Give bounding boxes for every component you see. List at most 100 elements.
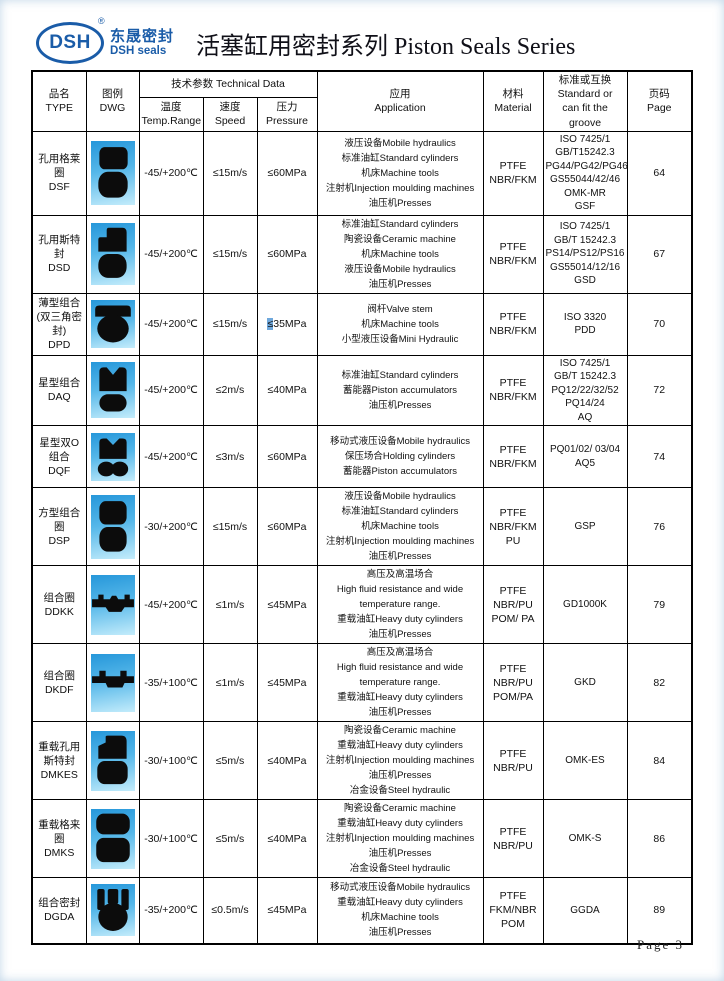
seal-name: 组合圈 <box>43 669 76 682</box>
material-line: PTFE <box>499 584 527 597</box>
dmkes-seal-profile-icon <box>96 735 128 784</box>
standard-line: GB/T15242.3 <box>555 147 615 159</box>
material-line: NBR/FKM <box>489 174 537 187</box>
application-line: 冶金设备Steel hydraulic <box>349 785 451 797</box>
speed-cell: ≤3m/s <box>202 425 258 489</box>
material-line: NBR/FKM <box>489 325 537 338</box>
speed-cell: ≤5m/s <box>202 799 258 879</box>
pressure-value: 35MPa <box>273 318 307 331</box>
standard-line: GSF <box>574 201 596 213</box>
type-cell: 孔用格莱圈 DSF <box>31 130 87 216</box>
page-cell: 72 <box>626 354 693 427</box>
temp-cell: -45/+200℃ <box>138 292 204 356</box>
standard-cell: OMK-ES <box>542 721 628 801</box>
seal-code: DSD <box>48 262 71 275</box>
seal-code: DMKS <box>44 846 75 859</box>
table-row: 孔用斯特封 DSD -45/+200℃ ≤15m/s ≤60MPa 标准油缸Standar… <box>31 214 693 294</box>
application-cell: 陶瓷设备Ceramic machine 重载油缸Heavy duty cylind… <box>316 721 484 801</box>
material-line: NBR/PU <box>493 598 533 611</box>
standard-cell: PQ01/02/ 03/04 AQ5 <box>542 425 628 489</box>
dwg-cell <box>85 130 140 216</box>
pressure-cell: ≤60MPa <box>256 214 318 294</box>
material-line: NBR/PU <box>493 839 533 852</box>
dsp-seal-profile-icon <box>98 500 127 552</box>
col-header-type: 品名 TYPE <box>31 70 87 132</box>
standard-line: PQ14/24 <box>565 398 605 410</box>
speed-cell: ≤2m/s <box>202 354 258 427</box>
col-header-dwg: 图例 DWG <box>85 70 140 132</box>
standard-line: GKD <box>574 676 596 688</box>
material-cell: PTFE NBR/FKM <box>482 292 544 356</box>
material-cell: PTFE NBR/PU POM/ PA <box>482 565 544 645</box>
application-line: 注射机Injection moulding machines <box>325 755 475 767</box>
page-cell: 79 <box>626 565 693 645</box>
type-cell: 组合圈 DDKK <box>31 565 87 645</box>
page-cell: 74 <box>626 425 693 489</box>
application-line: 油压机Presses <box>368 197 432 209</box>
seal-code: DMKES <box>40 768 78 781</box>
seal-name: 方型组合圈 <box>38 506 81 533</box>
application-cell: 移动式液压设备Mobile hydraulics 重载油缸Heavy duty c… <box>316 877 484 945</box>
material-cell: PTFE NBR/PU <box>482 721 544 801</box>
piston-seals-table: 品名 TYPE 图例 DWG 技术参数 Technical Data 应用 Ap… <box>31 70 694 945</box>
material-cell: PTFE NBR/PU POM/PA <box>482 643 544 723</box>
ddkk-seal-profile-icon <box>91 594 134 612</box>
material-line: POM/ PA <box>491 612 535 625</box>
application-line: 重载油缸Heavy duty cylinders <box>337 692 463 704</box>
seal-drawing <box>90 808 135 869</box>
col-header-technical-data: 技术参数 Technical Data <box>138 70 318 98</box>
col-header-standard: 标准或互换 Standard or can fit the groove <box>542 70 628 132</box>
material-line: PTFE <box>499 662 527 675</box>
temp-cell: -45/+200℃ <box>138 425 204 489</box>
logo-text: 东晟密封 DSH seals <box>110 29 174 57</box>
application-line: 液压设备Mobile hydraulics <box>344 491 456 503</box>
material-line: PU <box>505 534 521 547</box>
dwg-cell <box>85 487 140 567</box>
logo-name-cn: 东晟密封 <box>110 28 175 46</box>
page-title: 活塞缸用密封系列 Piston Seals Series <box>196 26 575 61</box>
dwg-cell <box>85 721 140 801</box>
material-cell: PTFE FKM/NBR POM <box>482 877 544 945</box>
dsh-logo-oval-icon: DSH <box>36 22 104 64</box>
application-line: 机床Machine tools <box>361 248 439 260</box>
material-line: PTFE <box>499 747 527 760</box>
application-line: 油压机Presses <box>368 770 432 782</box>
application-line: High fluid resistance and wide <box>336 584 464 596</box>
type-cell: 方型组合圈 DSP <box>31 487 87 567</box>
temp-cell: -30/+100℃ <box>138 721 204 801</box>
application-line: 油压机Presses <box>368 551 432 563</box>
dsf-seal-profile-icon <box>97 147 128 198</box>
standard-cell: GSP <box>542 487 628 567</box>
pressure-cell: ≤45MPa <box>256 565 318 645</box>
pressure-cell: ≤45MPa <box>256 643 318 723</box>
seal-code: DAQ <box>47 391 71 404</box>
material-line: POM/PA <box>492 690 534 703</box>
standard-line: AQ5 <box>575 457 596 469</box>
seal-code: DGDA <box>44 911 75 924</box>
application-line: 注射机Injection moulding machines <box>325 536 475 548</box>
application-line: 冶金设备Steel hydraulic <box>349 863 451 875</box>
material-cell: PTFE NBR/FKM PU <box>482 487 544 567</box>
seal-name: 组合密封 <box>38 897 81 910</box>
dwg-cell <box>85 425 140 489</box>
standard-line: OMK-MR <box>564 187 606 199</box>
material-line: NBR/FKM <box>489 391 537 404</box>
page-cell: 86 <box>626 799 693 879</box>
standard-line: ISO 3320 <box>563 311 607 323</box>
standard-line: ISO 7425/1 <box>559 133 611 145</box>
seal-drawing <box>90 141 135 206</box>
seal-name: 星型组合 <box>38 377 81 390</box>
material-cell: PTFE NBR/PU <box>482 799 544 879</box>
temp-cell: -45/+200℃ <box>138 354 204 427</box>
col-header-temp: 温度 Temp.Range <box>138 96 204 132</box>
dmks-seal-profile-icon <box>95 813 130 862</box>
material-line: PTFE <box>499 160 527 173</box>
application-cell: 陶瓷设备Ceramic machine 重载油缸Heavy duty cylind… <box>316 799 484 879</box>
material-line: PTFE <box>499 241 527 254</box>
temp-cell: -45/+200℃ <box>138 214 204 294</box>
dgda-seal-profile-icon <box>96 889 129 932</box>
table-row: 星型组合 DAQ -45/+200℃ ≤2m/s ≤40MPa 标准油缸Standard … <box>31 354 693 427</box>
application-line: 油压机Presses <box>368 927 432 939</box>
material-cell: PTFE NBR/FKM <box>482 354 544 427</box>
seal-name: 薄型组合(双三角密封) <box>36 297 83 338</box>
